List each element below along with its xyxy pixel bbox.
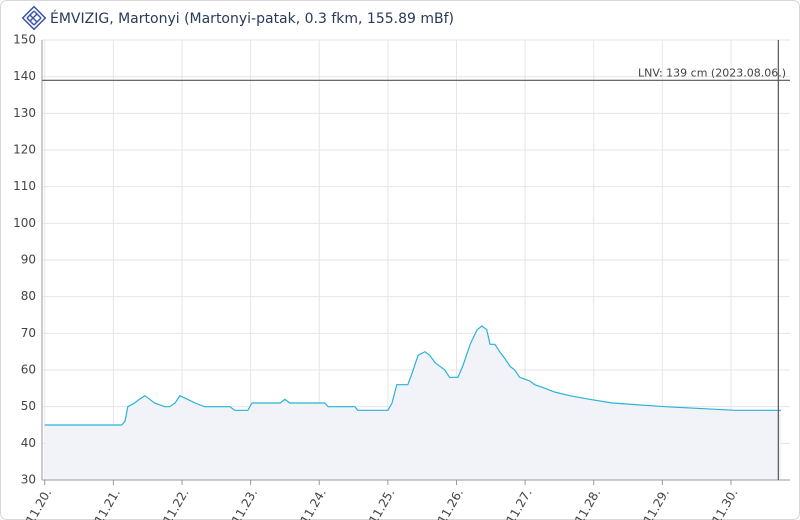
logo	[21, 5, 47, 31]
y-tick-label: 150	[13, 33, 36, 47]
y-tick-label: 50	[21, 399, 36, 413]
y-tick-label: 40	[21, 436, 36, 450]
y-tick-label: 70	[21, 326, 36, 340]
line	[44, 325, 782, 426]
area	[44, 326, 782, 480]
y-tick-label: 130	[13, 106, 36, 120]
y-tick-label: 100	[13, 216, 36, 230]
y-tick-label: 80	[21, 289, 36, 303]
y-tick-label: 30	[21, 473, 36, 487]
y-tick-label: 90	[21, 253, 36, 267]
y-tick-label: 60	[21, 363, 36, 377]
y-tick-label: 110	[13, 179, 36, 193]
chart-title: ÉMVIZIG, Martonyi (Martonyi-patak, 0.3 f…	[50, 10, 454, 27]
reference-label: LNV: 139 cm (2023.08.06.)	[638, 66, 786, 79]
y-tick-label: 140	[13, 69, 36, 83]
y-tick-label: 120	[13, 143, 36, 157]
